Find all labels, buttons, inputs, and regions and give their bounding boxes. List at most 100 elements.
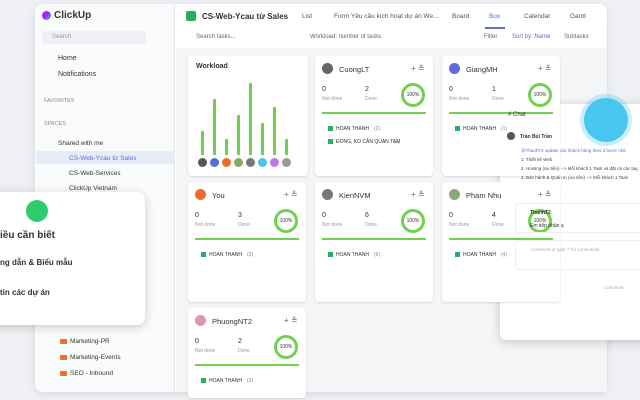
progress-line	[449, 238, 553, 240]
avatar	[222, 158, 231, 167]
toolbar-subtasks[interactable]: Subtasks	[564, 34, 589, 40]
avatar	[322, 189, 333, 200]
header-title: CS-Web-Ycau từ Sales	[202, 12, 289, 21]
folder-icon	[60, 339, 67, 344]
status-name: HOAN THANH	[336, 126, 369, 132]
percent: 100%	[533, 92, 547, 98]
done-count: 1	[492, 86, 496, 93]
progress-ring	[528, 209, 552, 233]
logo-icon	[42, 11, 51, 20]
status-name: HOAN THANH	[463, 126, 496, 132]
toolbar-workload[interactable]: Workload: number of tasks	[310, 34, 382, 40]
not-done-count: 0	[449, 86, 453, 93]
not-done-count: 0	[322, 86, 326, 93]
progress-line	[195, 364, 299, 366]
avatar	[246, 158, 255, 167]
avatar	[282, 158, 291, 167]
status-dot	[455, 126, 460, 131]
nav-item: Home	[58, 55, 77, 62]
status-dot	[328, 126, 333, 131]
avatar	[449, 63, 460, 74]
card-actions: + ≚	[411, 190, 425, 199]
progress-ring	[274, 335, 298, 359]
status-count: (6)	[374, 252, 381, 258]
workload-bar	[213, 99, 216, 155]
workload-bar	[249, 83, 252, 155]
chat-message: 3. Bàn hành & Quản trị (ưu tiên) --> Mỗi…	[521, 175, 628, 180]
avatar	[195, 189, 206, 200]
percent: 100%	[279, 218, 293, 224]
workload-bar	[273, 107, 276, 155]
progress-line	[195, 238, 299, 240]
workload-bar	[201, 131, 204, 155]
person-name: Pham Nhu	[466, 191, 502, 200]
chat-message: 2. Hosting (ưu tiên) --> Mỗi khách 1 Tas…	[521, 166, 638, 171]
toolbar-filter[interactable]: Filter	[484, 34, 498, 40]
chat-input	[515, 240, 640, 270]
workload-bar	[261, 123, 264, 155]
person-name: PhuongNT2	[212, 317, 253, 326]
chat-input-text[interactable]: Comment or type '/' for commands	[531, 247, 600, 252]
progress-ring	[401, 209, 425, 233]
status-count: (4)	[501, 252, 508, 258]
search-box[interactable]	[42, 31, 146, 44]
avatar	[234, 158, 243, 167]
status-count: (2)	[247, 378, 254, 384]
progress-ring	[401, 83, 425, 107]
folder: Marketing-Events	[70, 354, 121, 361]
tab-underline	[485, 27, 505, 29]
status-name: HOAN THANH	[463, 252, 496, 258]
person-name: GiangMH	[466, 65, 498, 74]
status-dot	[201, 252, 206, 257]
not-done-count: 0	[322, 212, 326, 219]
toolbar-search[interactable]: Search tasks...	[196, 34, 236, 40]
selected-row	[36, 151, 174, 164]
logo: ClickUp	[54, 10, 92, 21]
not-done-label: Not done	[449, 96, 470, 102]
tab[interactable]: Box	[489, 13, 501, 20]
chat-message: 1. Thiết kế Web	[521, 157, 553, 162]
status-dot	[328, 252, 333, 257]
person-card	[442, 56, 560, 176]
chat-button[interactable]: Comment	[604, 285, 624, 290]
status-count: (3)	[247, 252, 254, 258]
person-name: CuongLT	[339, 65, 370, 74]
done-label: Done	[238, 222, 250, 228]
avatar	[322, 63, 333, 74]
card-actions: + ≚	[538, 64, 552, 73]
workload-title: Workload	[196, 63, 228, 70]
not-done-count: 0	[195, 338, 199, 345]
tree-item: CS-Web-Services	[69, 170, 121, 177]
tab[interactable]: List	[302, 13, 313, 20]
search[interactable]: Search	[52, 34, 72, 40]
status-count: (2)	[374, 126, 381, 132]
status-name: HOAN THANH	[336, 252, 369, 258]
overlay-card	[0, 192, 145, 325]
person-card	[188, 182, 306, 302]
folder: SEO - Inbound	[70, 370, 113, 377]
toolbar-sort[interactable]: Sort by: Name	[512, 34, 551, 40]
tab[interactable]: Gantt	[570, 13, 586, 20]
done-count: 4	[492, 212, 496, 219]
avatar	[198, 158, 207, 167]
tree-item: CS-Web-Ycau từ Sales	[69, 155, 137, 162]
tab[interactable]: Calendar	[524, 13, 551, 20]
tab[interactable]: Board	[452, 13, 470, 20]
done-label: Done	[365, 222, 377, 228]
reply-box	[515, 203, 640, 233]
person-name: KienNVM	[339, 191, 371, 200]
section-label: SPACES	[44, 121, 66, 127]
doc-icon	[26, 200, 48, 222]
workload-card	[188, 56, 308, 176]
reply-author: ThanhT2	[530, 210, 551, 216]
tree-item: ClickUp Vietnam	[69, 185, 117, 192]
card-actions: + ≚	[284, 316, 298, 325]
tab[interactable]: Form Yêu cầu kích hoạt dự án We...	[334, 13, 439, 20]
chat-message: @ThanhT2 update các khách hàng theo 3 bư…	[521, 148, 626, 153]
overlay-line: iều cần biết	[0, 230, 56, 241]
done-count: 3	[238, 212, 242, 219]
workload-bar	[285, 139, 288, 155]
chat-bubble-icon[interactable]	[584, 98, 628, 142]
workload-bar	[237, 115, 240, 155]
